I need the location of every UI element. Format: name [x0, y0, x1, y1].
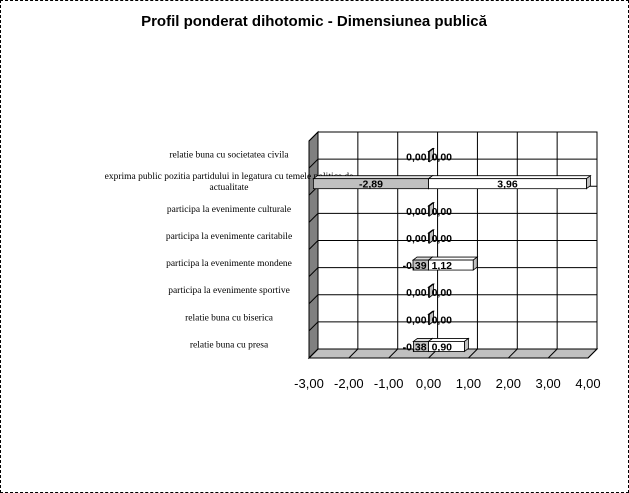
side-wall-gridline [308, 158, 319, 169]
floor-gridline [587, 348, 598, 359]
data-label: 0,00 [432, 206, 453, 218]
bar [427, 202, 435, 217]
bar [427, 337, 470, 353]
category-label-line: participa la evenimente culturale [167, 205, 291, 215]
bar-front [428, 341, 465, 352]
bar [427, 310, 435, 326]
data-label: 0,00 [406, 233, 427, 245]
data-label: 1,12 [432, 260, 453, 272]
bar-front [428, 151, 430, 162]
category-label-line: participa la evenimente mondene [166, 259, 292, 269]
category-label-line: actualitate [209, 183, 248, 193]
bar-front [428, 205, 430, 217]
bar-front [428, 313, 430, 325]
floor-gridline [348, 348, 359, 359]
data-label: 0,00 [406, 152, 427, 164]
category-label: participa la evenimente caritabile [166, 232, 292, 242]
category-label-line: participa la evenimente sportive [168, 286, 290, 296]
bars [312, 147, 592, 353]
bar-front [428, 286, 430, 298]
data-label: 3,96 [497, 179, 518, 191]
category-label: relatie buna cu societatea civila [169, 151, 289, 161]
floor-gridline [388, 348, 399, 359]
data-label: 0,00 [432, 233, 453, 245]
bar [427, 229, 435, 244]
x-tick-label: -3,00 [294, 376, 324, 391]
x-tick-label: 0,00 [416, 376, 441, 391]
x-tick-label: 3,00 [535, 376, 560, 391]
x-tick-label: 1,00 [456, 376, 481, 391]
category-label: participa la evenimente mondene [166, 259, 292, 269]
x-tick-label: 4,00 [575, 376, 600, 391]
floor-gridline [468, 348, 478, 359]
chart-walls [307, 130, 599, 360]
category-label-line: relatie buna cu biserica [185, 313, 274, 323]
x-tick-label: -1,00 [374, 376, 404, 391]
category-label: participa la evenimente culturale [167, 205, 291, 215]
data-label: 0,00 [406, 314, 427, 326]
side-wall-gridline [308, 267, 319, 277]
data-label: 0,00 [432, 314, 453, 326]
x-axis-tick-labels: -3,00 -2,00 -1,00 0,00 1,00 2,00 3,00 4,00 [294, 376, 600, 391]
x-tick-label: 2,00 [496, 376, 521, 391]
chart-title: Profil ponderat dihotomic - Dimensiunea … [141, 13, 488, 30]
side-wall-gridline [308, 321, 319, 332]
data-label: 0,00 [432, 287, 453, 299]
bar [427, 174, 592, 190]
data-label: -0,38 [403, 341, 427, 353]
category-label-line: relatie buna cu presa [190, 340, 269, 350]
bar [427, 147, 435, 163]
side-wall-gridline [308, 294, 319, 305]
bar [427, 256, 479, 271]
data-label: 0,00 [406, 287, 427, 299]
bar-front [428, 232, 430, 244]
category-label: participa la evenimente sportive [168, 286, 290, 296]
category-labels: relatie buna cu societatea civila exprima… [105, 151, 354, 351]
bar [427, 283, 435, 298]
x-tick-label: -2,00 [334, 376, 364, 391]
side-wall-gridline [308, 131, 319, 142]
side-wall-gridline [308, 348, 319, 359]
category-label-line: exprima public pozitia partidului in leg… [105, 172, 354, 182]
category-label: relatie buna cu biserica [185, 313, 274, 323]
data-label: -0,39 [403, 260, 427, 272]
floor-gridline [507, 348, 518, 359]
category-label-line: participa la evenimente caritabile [166, 232, 292, 242]
data-labels: 0,00 0,00 -2,89 3,96 0,00 0,00 0,00 0,00 -0,39 1,… [359, 152, 518, 354]
bar-front [428, 178, 587, 190]
data-label: -2,89 [359, 179, 383, 191]
category-label-line: relatie buna cu societatea civila [169, 151, 289, 161]
floor-gridline [547, 348, 558, 359]
side-wall-gridline [308, 240, 319, 250]
data-label: 0,90 [432, 341, 453, 353]
data-label: 0,00 [406, 206, 427, 218]
side-wall-gridline [308, 213, 319, 223]
category-label: relatie buna cu presa [190, 340, 269, 350]
data-label: 0,00 [432, 152, 453, 164]
bar-front [428, 259, 474, 271]
category-label: exprima public pozitia partidului in leg… [105, 172, 354, 193]
